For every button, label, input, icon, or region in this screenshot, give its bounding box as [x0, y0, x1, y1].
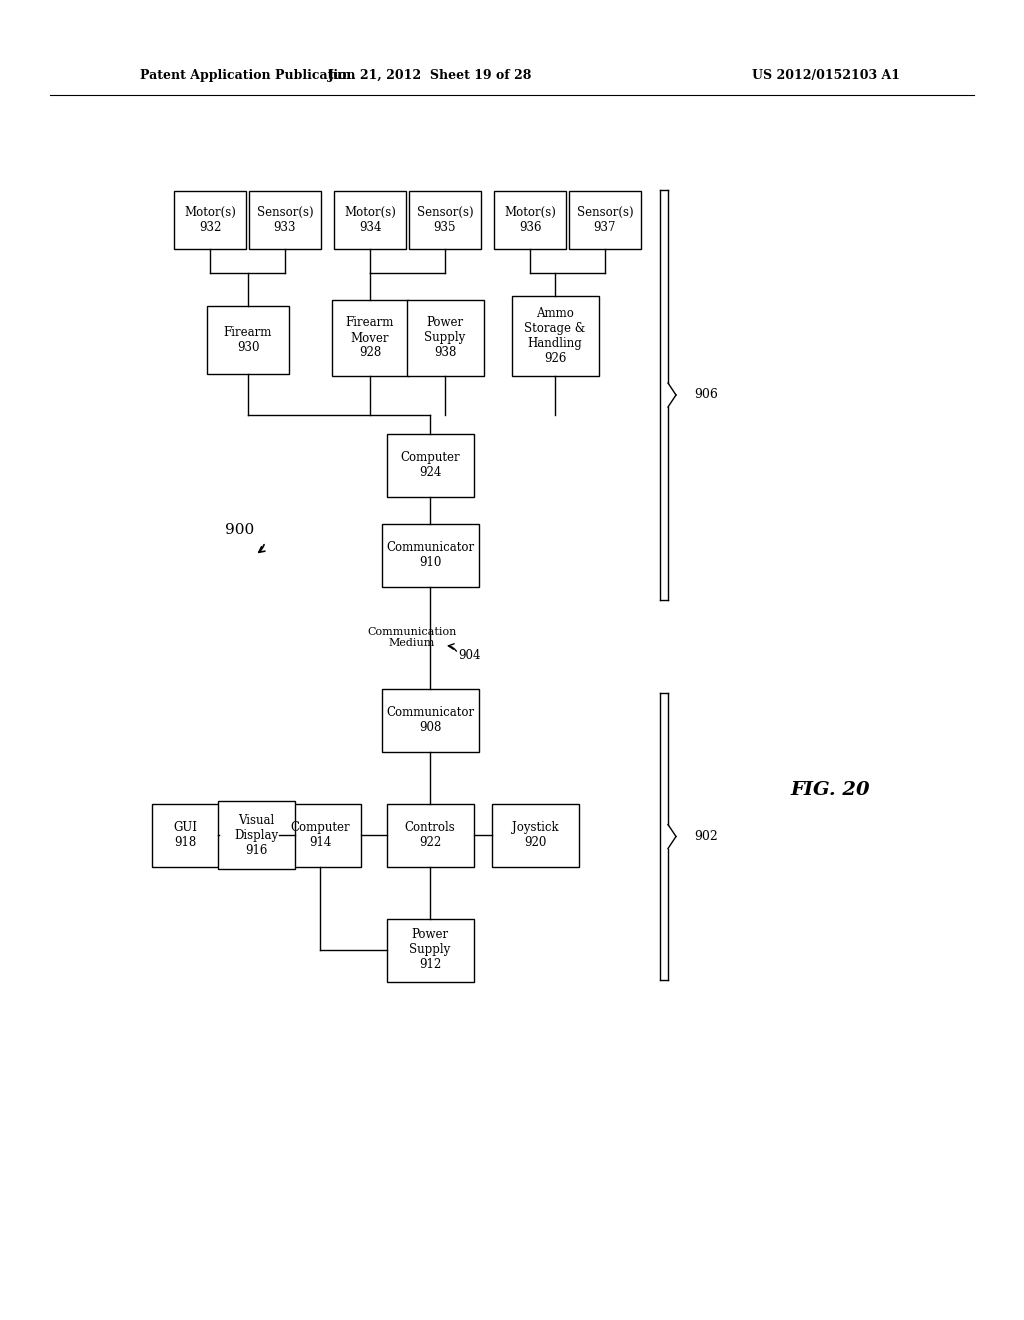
- Text: Sensor(s)
937: Sensor(s) 937: [577, 206, 633, 234]
- Text: Motor(s)
934: Motor(s) 934: [344, 206, 396, 234]
- Text: GUI
918: GUI 918: [173, 821, 197, 849]
- Text: Firearm
930: Firearm 930: [224, 326, 272, 354]
- Bar: [207, 306, 289, 374]
- Bar: [386, 433, 473, 496]
- Text: 900: 900: [225, 523, 254, 537]
- Text: 902: 902: [694, 830, 718, 843]
- Text: Communicator
910: Communicator 910: [386, 541, 474, 569]
- Text: Communication
Medium: Communication Medium: [368, 627, 457, 648]
- Text: Computer
924: Computer 924: [400, 451, 460, 479]
- Text: Computer
914: Computer 914: [290, 821, 350, 849]
- Text: Jun. 21, 2012  Sheet 19 of 28: Jun. 21, 2012 Sheet 19 of 28: [328, 69, 532, 82]
- Text: Patent Application Publication: Patent Application Publication: [140, 69, 355, 82]
- Text: 906: 906: [694, 388, 718, 401]
- Bar: [569, 191, 641, 249]
- Text: Power
Supply
912: Power Supply 912: [410, 928, 451, 972]
- Text: 904: 904: [458, 649, 480, 663]
- Bar: [332, 300, 409, 376]
- Bar: [382, 689, 478, 751]
- Bar: [174, 191, 246, 249]
- Bar: [386, 919, 473, 982]
- Text: Sensor(s)
933: Sensor(s) 933: [257, 206, 313, 234]
- Text: FIG. 20: FIG. 20: [791, 781, 869, 799]
- Bar: [494, 191, 566, 249]
- Text: Joystick
920: Joystick 920: [512, 821, 558, 849]
- Text: US 2012/0152103 A1: US 2012/0152103 A1: [752, 69, 900, 82]
- Bar: [217, 801, 295, 869]
- Bar: [386, 804, 473, 866]
- Text: Ammo
Storage &
Handling
926: Ammo Storage & Handling 926: [524, 308, 586, 366]
- Text: Communicator
908: Communicator 908: [386, 706, 474, 734]
- Bar: [152, 804, 218, 866]
- Bar: [382, 524, 478, 586]
- Text: Power
Supply
938: Power Supply 938: [424, 317, 466, 359]
- Bar: [492, 804, 579, 866]
- Bar: [249, 191, 321, 249]
- Text: Sensor(s)
935: Sensor(s) 935: [417, 206, 473, 234]
- Bar: [334, 191, 406, 249]
- Bar: [279, 804, 361, 866]
- Text: Controls
922: Controls 922: [404, 821, 456, 849]
- Bar: [407, 300, 483, 376]
- Text: Firearm
Mover
928: Firearm Mover 928: [346, 317, 394, 359]
- Text: Motor(s)
932: Motor(s) 932: [184, 206, 236, 234]
- Text: Visual
Display
916: Visual Display 916: [233, 813, 279, 857]
- Bar: [409, 191, 481, 249]
- Text: Motor(s)
936: Motor(s) 936: [504, 206, 556, 234]
- Bar: [512, 296, 598, 376]
